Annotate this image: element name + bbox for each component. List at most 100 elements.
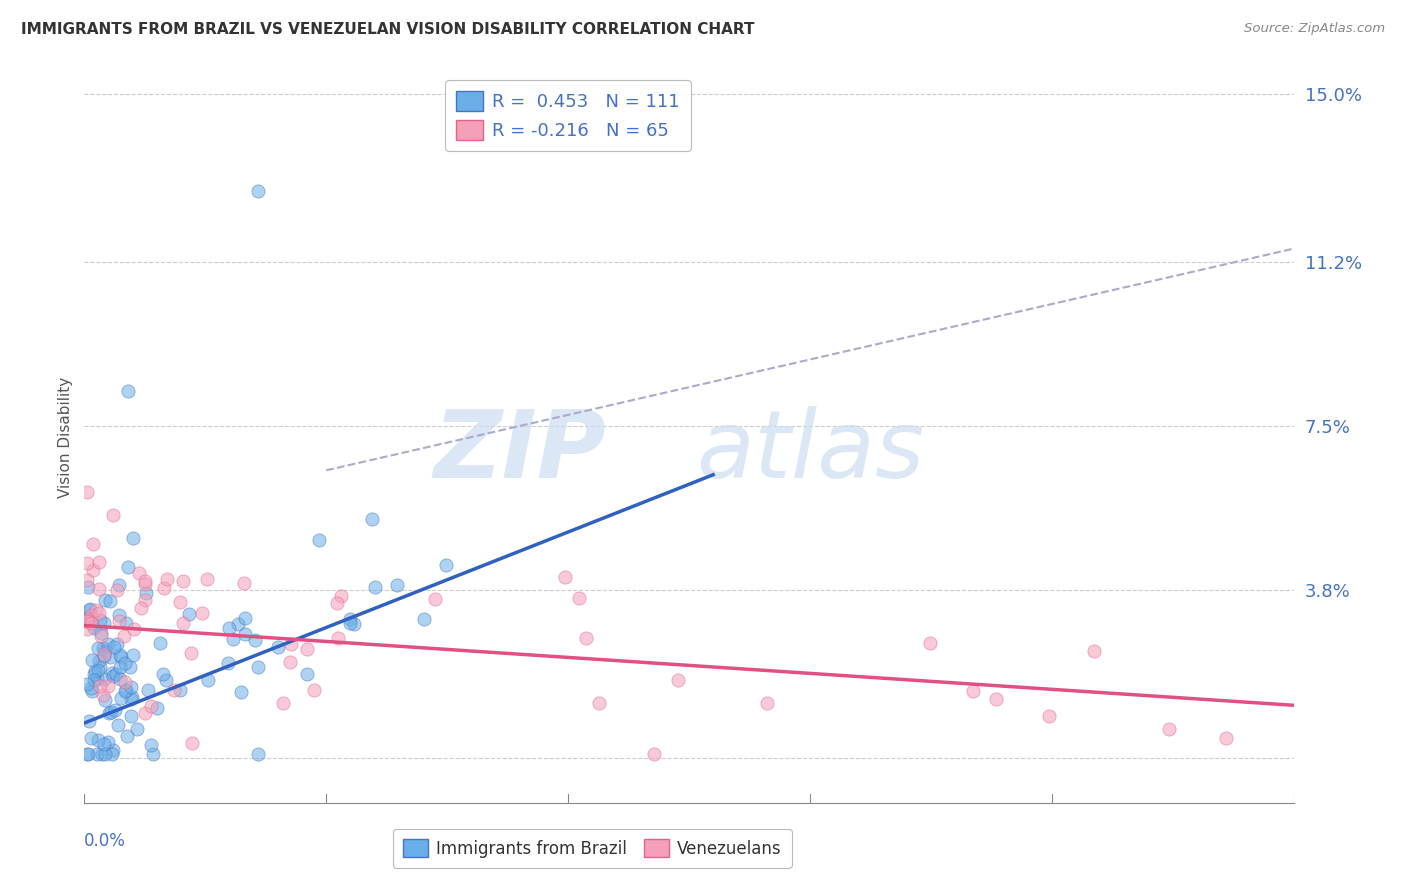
Point bbox=[83, 673, 105, 687]
Point bbox=[190, 606, 212, 620]
Point bbox=[80, 615, 103, 630]
Point bbox=[114, 674, 136, 689]
Point bbox=[83, 621, 105, 635]
Point bbox=[434, 558, 457, 573]
Point bbox=[76, 556, 98, 570]
Point bbox=[89, 582, 111, 596]
Text: ZIP: ZIP bbox=[433, 406, 606, 498]
Point bbox=[295, 667, 318, 681]
Point bbox=[643, 747, 665, 761]
Point bbox=[120, 692, 142, 706]
Point bbox=[105, 582, 128, 597]
Point bbox=[115, 682, 138, 697]
Point bbox=[568, 591, 591, 606]
Point bbox=[588, 697, 610, 711]
Point bbox=[87, 640, 110, 655]
Point bbox=[110, 690, 132, 705]
Point bbox=[918, 636, 941, 650]
Y-axis label: Vision Disability: Vision Disability bbox=[58, 376, 73, 498]
Point bbox=[125, 722, 148, 736]
Point bbox=[98, 706, 121, 721]
Point bbox=[134, 706, 156, 720]
Point bbox=[197, 572, 219, 586]
Point bbox=[108, 648, 131, 662]
Point bbox=[120, 708, 142, 723]
Point bbox=[172, 574, 194, 588]
Point bbox=[962, 683, 984, 698]
Point bbox=[339, 616, 361, 631]
Point bbox=[117, 559, 139, 574]
Point bbox=[330, 589, 353, 603]
Point bbox=[94, 644, 117, 658]
Point bbox=[117, 729, 139, 743]
Point bbox=[80, 681, 103, 695]
Point bbox=[97, 735, 120, 749]
Point bbox=[83, 667, 105, 681]
Point bbox=[82, 653, 104, 667]
Point bbox=[105, 637, 128, 651]
Point bbox=[122, 531, 145, 545]
Point bbox=[89, 607, 111, 621]
Point bbox=[135, 586, 157, 600]
Point bbox=[84, 603, 107, 617]
Point bbox=[169, 682, 191, 697]
Point bbox=[134, 574, 156, 589]
Text: atlas: atlas bbox=[696, 406, 924, 497]
Point bbox=[232, 576, 254, 591]
Point bbox=[575, 631, 598, 645]
Point bbox=[108, 659, 131, 673]
Point bbox=[112, 629, 135, 643]
Point bbox=[243, 632, 266, 647]
Point bbox=[121, 648, 143, 663]
Point bbox=[77, 602, 100, 616]
Point bbox=[97, 679, 120, 693]
Point bbox=[76, 614, 98, 628]
Point bbox=[326, 631, 349, 645]
Point bbox=[169, 595, 191, 609]
Point bbox=[156, 572, 179, 586]
Point bbox=[122, 622, 145, 636]
Point bbox=[82, 563, 104, 577]
Point bbox=[115, 616, 138, 631]
Point bbox=[325, 596, 347, 610]
Point bbox=[90, 625, 112, 640]
Point bbox=[80, 607, 103, 622]
Point bbox=[141, 738, 163, 752]
Point bbox=[94, 747, 117, 761]
Text: Source: ZipAtlas.com: Source: ZipAtlas.com bbox=[1244, 22, 1385, 36]
Point bbox=[197, 673, 219, 688]
Point bbox=[246, 660, 269, 674]
Point bbox=[181, 736, 204, 750]
Point bbox=[76, 747, 98, 761]
Point bbox=[153, 581, 176, 595]
Point bbox=[89, 613, 111, 627]
Point bbox=[89, 659, 111, 673]
Point bbox=[363, 580, 385, 594]
Point bbox=[343, 616, 366, 631]
Point bbox=[76, 485, 98, 500]
Point bbox=[163, 682, 186, 697]
Point bbox=[101, 666, 124, 681]
Point bbox=[87, 654, 110, 668]
Point bbox=[217, 656, 239, 670]
Point bbox=[103, 640, 125, 654]
Point bbox=[104, 703, 127, 717]
Point bbox=[80, 684, 103, 698]
Point bbox=[105, 666, 128, 681]
Point bbox=[297, 642, 319, 657]
Point bbox=[361, 512, 384, 526]
Point bbox=[304, 682, 326, 697]
Point bbox=[76, 580, 98, 594]
Point bbox=[120, 680, 142, 694]
Point bbox=[134, 592, 156, 607]
Point bbox=[226, 617, 249, 632]
Point bbox=[139, 699, 162, 714]
Point bbox=[755, 696, 778, 710]
Point bbox=[93, 737, 115, 751]
Point bbox=[149, 636, 172, 650]
Point bbox=[93, 648, 115, 663]
Point bbox=[108, 614, 131, 628]
Point bbox=[79, 602, 101, 616]
Point bbox=[387, 578, 409, 592]
Point bbox=[1038, 709, 1060, 723]
